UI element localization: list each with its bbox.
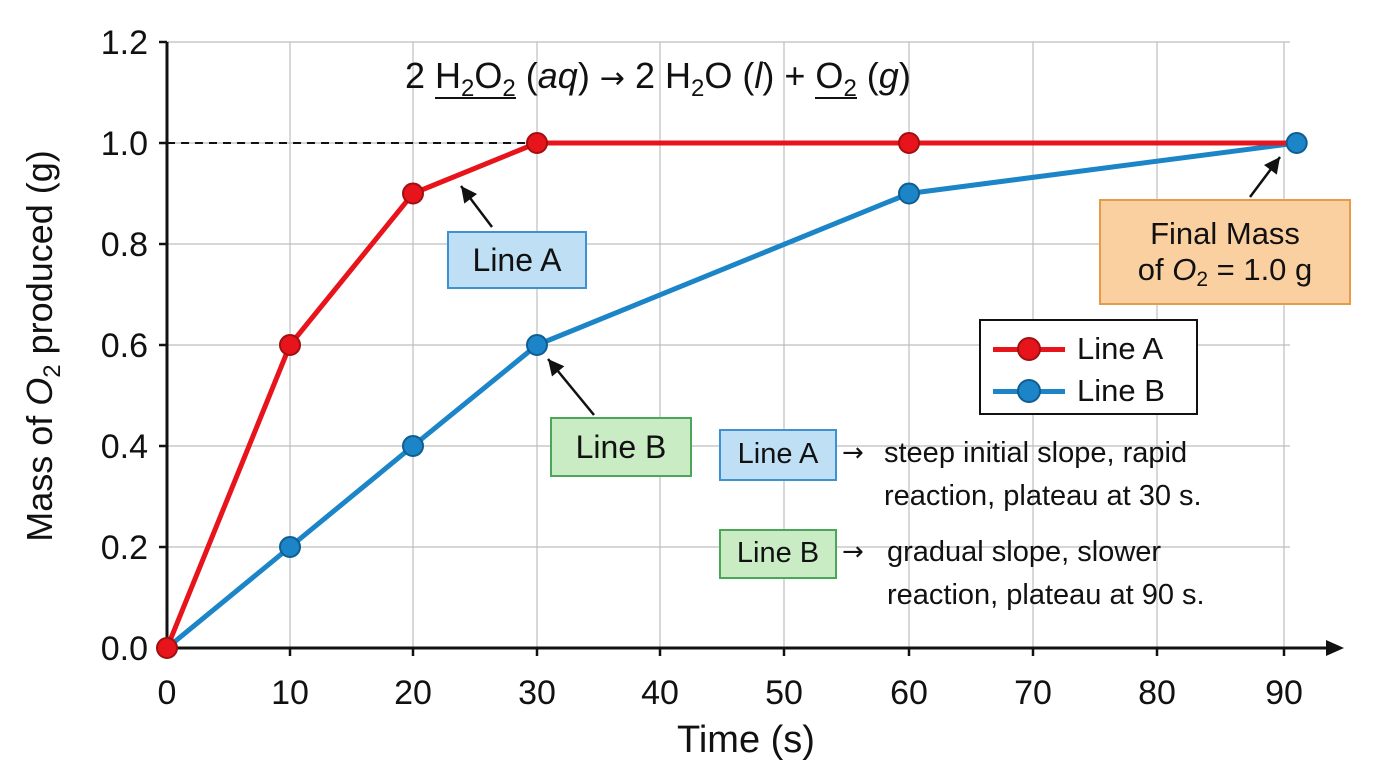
legend-marker-line-a [1017, 337, 1041, 361]
note-line-a-text-2: reaction, plateau at 30 s. [884, 480, 1202, 512]
reaction-equation: 2 H2O2 (aq) → 2 H2O (l) + O2 (g) [405, 55, 911, 102]
y-axis-label-sub: 2 [39, 364, 66, 377]
x-tick-label-80: 80 [1138, 674, 1176, 712]
point-line-a-0 [156, 637, 178, 659]
x-axis-arrowhead [1326, 640, 1344, 656]
line-b-callout-label: Line B [550, 417, 692, 477]
y-tick-label-1.0: 1.0 [101, 125, 148, 163]
x-tick-label-20: 20 [394, 674, 432, 712]
eq-state-aq: aq [537, 55, 578, 96]
note-line-b-tag: Line B [719, 529, 837, 579]
eq-water: 2 H [634, 55, 691, 96]
eq-coef1: 2 [405, 55, 436, 96]
y-tick-label-0.2: 0.2 [101, 529, 148, 567]
eq-state-g: g [878, 55, 899, 96]
eq-arrow: → [599, 61, 625, 96]
x-tick-labels: 0 10 20 30 40 50 60 70 80 90 [158, 674, 1303, 712]
point-line-b-20 [402, 435, 424, 457]
x-tick-label-30: 30 [518, 674, 556, 712]
point-line-b-10 [279, 536, 301, 558]
note-line-a-tag: Line A [719, 429, 837, 481]
point-line-a-30 [526, 132, 548, 154]
y-tick-labels: 0.0 0.2 0.4 0.6 0.8 1.0 1.2 [101, 24, 148, 668]
point-line-a-10 [279, 334, 301, 356]
point-line-b-91 [1285, 132, 1308, 154]
eq-plus: + [784, 55, 806, 96]
final-mass-line2: of O2 = 1.0 g [1137, 252, 1313, 291]
point-line-b-30 [526, 334, 548, 356]
y-tick-label-0.0: 0.0 [101, 630, 148, 668]
final-mass-callout: Final Mass of O2 = 1.0 g [1099, 199, 1351, 305]
note-line-b-text-2: reaction, plateau at 90 s. [887, 579, 1205, 611]
point-line-a-60 [898, 132, 920, 154]
final-mass-line1: Final Mass [1150, 216, 1300, 252]
note-line-b-text-1: gradual slope, slower [887, 536, 1162, 568]
series-line-line-b [164, 140, 1300, 651]
legend-entry-line-b: Line B [981, 371, 1200, 411]
y-tick-label-1.2: 1.2 [101, 24, 148, 62]
x-tick-label-10: 10 [271, 674, 309, 712]
eq-reactant: H2O2 [435, 55, 516, 102]
eq-product: O2 [815, 55, 857, 102]
line-a-callout-label: Line A [447, 231, 587, 289]
y-tick-label-0.4: 0.4 [101, 428, 148, 466]
legend: Line A Line B [979, 319, 1198, 415]
y-axis-label-before: Mass of [19, 406, 60, 542]
legend-label-line-b: Line B [1077, 373, 1165, 408]
legend-marker-line-b [1017, 379, 1041, 403]
note-line-b-arrow: → [842, 537, 864, 567]
callout-arrows [460, 156, 1281, 416]
point-line-b-60 [898, 182, 920, 205]
x-axis-label: Time (s) [677, 719, 815, 761]
x-tick-label-60: 60 [890, 674, 928, 712]
line-b-callout-arrow-head [548, 359, 565, 377]
legend-entry-line-a: Line A [981, 329, 1200, 369]
x-tick-label-40: 40 [641, 674, 679, 712]
y-axis-label-after: produced (g) [19, 150, 60, 364]
line-a-callout-arrow-head [461, 186, 478, 204]
eq-state-l: l [754, 55, 763, 96]
x-tick-label-70: 70 [1014, 674, 1052, 712]
x-tick-label-90: 90 [1265, 674, 1303, 712]
y-axis-label: Mass of O2 produced (g) [19, 150, 66, 542]
legend-label-line-a: Line A [1077, 331, 1164, 366]
y-tick-label-0.8: 0.8 [101, 226, 148, 264]
y-tick-label-0.6: 0.6 [101, 327, 148, 365]
x-tick-label-50: 50 [765, 674, 803, 712]
series-line-line-a [164, 140, 1300, 651]
y-axis-label-o: O [19, 378, 60, 406]
series-group [156, 132, 1308, 659]
x-tick-label-0: 0 [158, 674, 177, 712]
note-line-a-text-1: steep initial slope, rapid [884, 437, 1188, 469]
note-line-a-arrow: → [842, 438, 864, 468]
final-mass-callout-arrow-head [1264, 157, 1280, 175]
point-line-a-20 [402, 182, 424, 205]
